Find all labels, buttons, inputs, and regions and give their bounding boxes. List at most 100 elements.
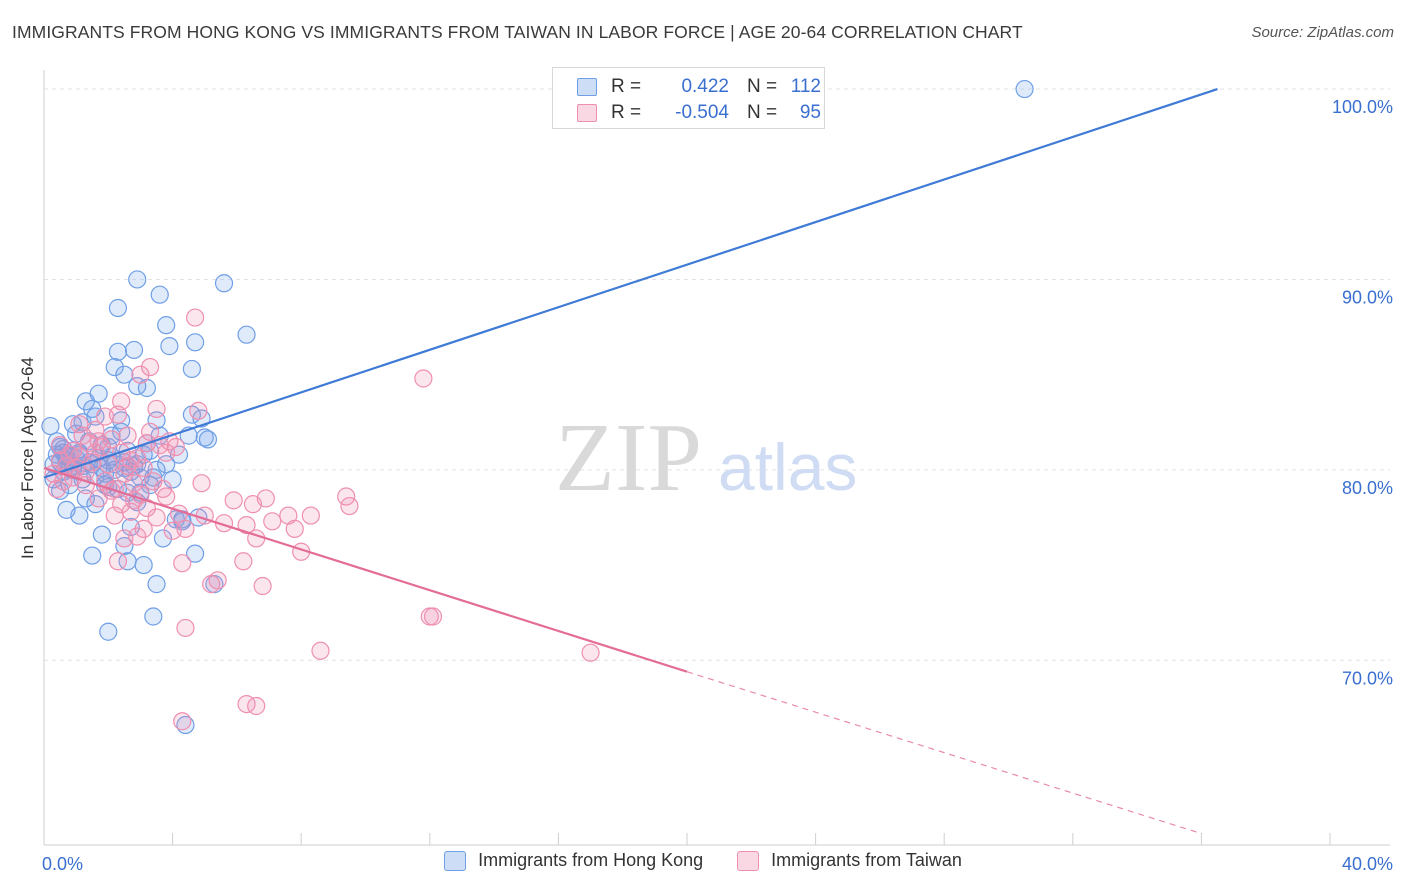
- tick-labels: 70.0% 80.0% 90.0% 100.0% 0.0% 40.0%: [42, 97, 1393, 874]
- hong-kong-point: [41, 416, 60, 436]
- watermark-atlas: atlas: [718, 430, 857, 504]
- taiwan-trend-line: [43, 466, 688, 673]
- taiwan-point: [340, 496, 359, 516]
- hong-kong-point: [70, 506, 89, 525]
- hong-kong-point: [76, 489, 95, 508]
- taiwan-point: [337, 487, 356, 506]
- hong-kong-point: [50, 481, 70, 500]
- hong-kong-point: [163, 470, 182, 489]
- taiwan-point: [147, 508, 166, 527]
- taiwan-point: [256, 489, 275, 508]
- taiwan-point: [50, 436, 70, 455]
- taiwan-point: [121, 502, 140, 521]
- hong-kong-point: [157, 316, 176, 335]
- legend-label-hong-kong: Immigrants from Hong Kong: [478, 850, 704, 870]
- taiwan-point: [54, 472, 73, 491]
- taiwan-point: [208, 571, 227, 590]
- taiwan-point: [140, 422, 160, 441]
- hong-kong-point: [105, 357, 124, 377]
- legend-label-taiwan: Immigrants from Taiwan: [771, 850, 962, 870]
- stats-legend: R = 0.422 N = 112 R = -0.504 N = 95: [552, 67, 825, 129]
- hong-kong-swatch: [577, 78, 597, 96]
- x-tick-label-min: 0.0%: [42, 854, 83, 874]
- legend-item-hong-kong[interactable]: Immigrants from Hong Kong: [444, 850, 703, 871]
- hong-kong-point: [108, 298, 128, 318]
- source-label: Source: ZipAtlas.com: [1251, 24, 1394, 41]
- taiwan-point: [134, 519, 153, 539]
- series-legend: Immigrants from Hong Kong Immigrants fro…: [0, 850, 1406, 871]
- grid-lines: [44, 88, 1390, 661]
- taiwan-point: [224, 491, 243, 510]
- taiwan-point: [131, 365, 150, 384]
- taiwan-point: [420, 607, 439, 626]
- taiwan-point: [176, 519, 195, 539]
- taiwan-point: [157, 443, 176, 462]
- hong-kong-point: [99, 622, 118, 641]
- taiwan-point: [144, 472, 163, 491]
- taiwan-point: [176, 618, 195, 638]
- taiwan-point: [115, 464, 134, 483]
- hong-kong-point: [1015, 79, 1034, 99]
- hong-kong-point: [108, 342, 128, 361]
- hong-kong-point: [115, 536, 134, 556]
- y-tick-label: 80.0%: [1342, 478, 1393, 498]
- taiwan-point: [105, 479, 124, 499]
- legend-item-taiwan[interactable]: Immigrants from Taiwan: [737, 850, 962, 871]
- y-tick-label: 90.0%: [1342, 287, 1393, 307]
- hong-kong-legend-swatch: [444, 850, 467, 871]
- stats-row-taiwan: R = -0.504 N = 95: [577, 100, 821, 126]
- taiwan-point: [186, 308, 205, 327]
- hong-kong-point: [153, 529, 173, 548]
- hong-kong-point: [186, 333, 205, 352]
- r-label: R =: [611, 102, 642, 123]
- hong-kong-point: [67, 424, 86, 443]
- taiwan-point: [128, 449, 147, 468]
- y-tick-label: 100.0%: [1332, 97, 1393, 117]
- taiwan-point: [237, 515, 256, 535]
- hong-kong-point: [89, 384, 108, 403]
- n-label: N =: [747, 76, 778, 97]
- stats-row-hong-kong: R = 0.422 N = 112: [577, 74, 821, 100]
- taiwan-point: [189, 401, 208, 420]
- hong-kong-point: [83, 546, 102, 565]
- taiwan-point: [79, 434, 99, 453]
- hong-kong-trend-line: [43, 87, 1218, 479]
- taiwan-point: [73, 426, 92, 445]
- watermark-zip: ZIP: [555, 404, 702, 512]
- taiwan-point: [108, 405, 128, 424]
- hong-kong-point: [134, 555, 153, 575]
- data-points: [41, 79, 1034, 735]
- taiwan-point: [70, 415, 89, 434]
- taiwan-point: [263, 512, 282, 531]
- taiwan-point: [301, 506, 320, 525]
- watermark: ZIP atlas: [555, 404, 857, 512]
- hong-kong-point: [195, 428, 214, 447]
- taiwan-point: [192, 474, 211, 493]
- n-value: 95: [799, 102, 821, 123]
- taiwan-point: [173, 554, 192, 573]
- hong-kong-point: [160, 337, 179, 356]
- hong-kong-point: [115, 365, 134, 384]
- axes: [43, 70, 1390, 846]
- hong-kong-point: [144, 607, 163, 626]
- taiwan-point: [581, 643, 600, 662]
- taiwan-point: [414, 369, 433, 388]
- r-value: -0.504: [675, 102, 729, 123]
- n-label: N =: [747, 102, 778, 123]
- hong-kong-point: [92, 525, 111, 544]
- taiwan-point: [105, 506, 124, 525]
- chart-title: IMMIGRANTS FROM HONG KONG VS IMMIGRANTS …: [12, 22, 1023, 42]
- hong-kong-point: [124, 340, 144, 360]
- taiwan-point: [108, 552, 128, 571]
- taiwan-point: [234, 552, 253, 571]
- taiwan-point: [147, 399, 166, 419]
- taiwan-point: [140, 357, 160, 377]
- taiwan-trend-line-extension: [686, 671, 1202, 835]
- taiwan-point: [166, 437, 185, 457]
- taiwan-point: [89, 489, 108, 508]
- hong-kong-point: [214, 274, 234, 293]
- taiwan-legend-swatch: [737, 850, 760, 871]
- taiwan-point: [173, 712, 192, 731]
- trend-lines: [43, 87, 1218, 835]
